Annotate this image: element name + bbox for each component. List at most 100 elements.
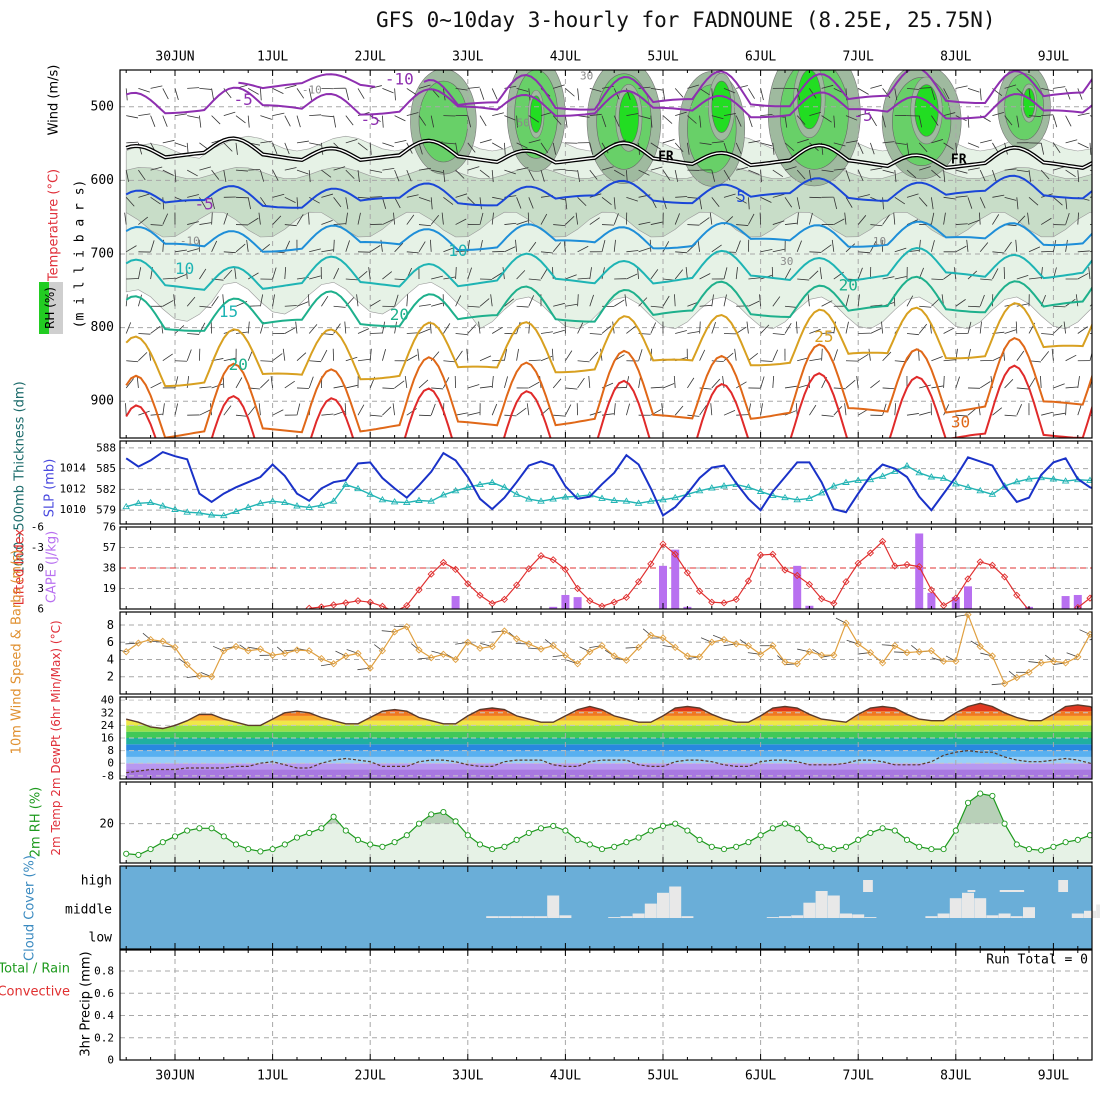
rh-point — [196, 825, 203, 832]
rh-point — [1025, 846, 1033, 853]
top-day-label: 7JUL — [843, 50, 874, 65]
wind-barb — [943, 404, 950, 416]
wind-barb — [479, 169, 490, 178]
temperature-contour — [423, 70, 1092, 111]
cloud-middle-label: middle — [65, 903, 112, 918]
lifted-index-point — [439, 558, 448, 567]
wind-barb — [638, 349, 643, 361]
wind-speed-point — [878, 659, 887, 667]
temperature-contour-label: 5 — [736, 187, 746, 206]
wind-barb — [345, 169, 355, 179]
wind-barb — [491, 88, 498, 100]
wind-barb — [807, 294, 810, 307]
wind-barb — [735, 142, 742, 154]
wind-barb — [516, 115, 518, 128]
wind-barb — [138, 169, 146, 181]
wind-barb — [491, 272, 503, 280]
rh-point — [232, 841, 240, 848]
rh-point — [257, 848, 264, 855]
lifted-index-point — [342, 599, 350, 607]
wind-barb — [845, 140, 858, 144]
wind-barb — [1053, 412, 1066, 416]
wind-barb — [247, 405, 256, 416]
rh-point — [135, 851, 142, 858]
wind-barb — [394, 115, 406, 122]
wind-barb — [282, 348, 286, 361]
wind-barb — [844, 212, 847, 225]
lifted-index-point — [878, 537, 887, 546]
wind-barb — [577, 88, 580, 101]
wind-barb — [624, 294, 627, 307]
wind-barb — [1040, 217, 1052, 225]
wind-barb — [553, 302, 565, 307]
wind-speed-point — [720, 635, 728, 644]
cloud-middle-bar — [974, 898, 987, 918]
thickness-point — [939, 474, 948, 481]
wind-barb — [589, 333, 602, 335]
wind-barb — [284, 84, 297, 89]
wind-barb — [552, 142, 557, 155]
wind-barb-10m — [1008, 670, 1018, 678]
wind-barb — [1053, 197, 1063, 206]
rh-point — [586, 841, 593, 848]
wind-barb — [357, 328, 370, 334]
cape-bar — [549, 606, 558, 609]
wind-barb — [870, 84, 883, 89]
wind-barb — [1077, 88, 1083, 100]
wind-barb — [748, 169, 760, 175]
rh-point — [891, 827, 898, 834]
wind-barb — [650, 322, 657, 334]
thickness-point — [659, 495, 667, 503]
rh-point — [245, 846, 252, 853]
rh-contour-label: 50 — [517, 116, 530, 129]
thickness-point — [842, 478, 850, 485]
temp-band — [126, 725, 1092, 732]
wind-barb — [821, 348, 823, 361]
wind-barb — [406, 169, 412, 182]
wind-barb — [809, 270, 819, 280]
wind-barb — [784, 323, 792, 334]
wind-barb — [345, 384, 358, 389]
wind-barb — [1016, 197, 1019, 210]
wind-axis-label: Wind (m/s) — [47, 65, 62, 136]
wind-barb — [260, 294, 264, 307]
wind-speed-point — [805, 648, 814, 656]
rh-point — [306, 829, 313, 836]
top-day-label: 2JUL — [355, 50, 386, 65]
wind-barb — [699, 304, 712, 307]
temperature-contour-label: 20 — [390, 305, 409, 324]
rh-point — [794, 825, 801, 832]
wind-barb — [699, 273, 711, 280]
thickness-point — [366, 490, 374, 497]
cloud-middle-bar — [644, 903, 657, 918]
wind-barb — [479, 115, 487, 127]
thickness-point — [512, 490, 521, 497]
wind-barb — [870, 380, 881, 389]
rh-point — [659, 822, 667, 830]
wind-barb — [162, 169, 174, 176]
thickness-point — [537, 497, 545, 504]
wind-barb — [978, 403, 981, 416]
wind-barb — [919, 384, 931, 389]
cape-tick-label: 76 — [103, 521, 116, 534]
wind-barb — [675, 196, 688, 198]
wind-barb — [613, 403, 616, 416]
wind-barb — [321, 193, 334, 198]
rh-point — [989, 792, 996, 799]
wind-barb — [173, 294, 176, 307]
wind-barb — [138, 352, 148, 362]
thickness-point — [207, 511, 216, 518]
wind-barb — [1053, 142, 1061, 154]
wind-barb — [308, 212, 310, 225]
wind-barb — [504, 169, 516, 175]
temperature-contour — [238, 73, 376, 90]
wind-speed-point — [842, 619, 850, 627]
wind-barb — [504, 142, 506, 155]
wind-barb — [223, 269, 233, 280]
wind-barb — [760, 403, 763, 416]
wind-barb — [528, 295, 535, 307]
wind-barb — [650, 221, 663, 225]
wind-barb — [321, 169, 332, 178]
wind-barb — [540, 169, 545, 182]
thickness-point — [378, 495, 387, 503]
